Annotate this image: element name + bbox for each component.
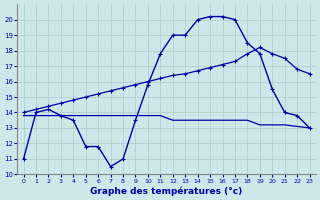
X-axis label: Graphe des températures (°c): Graphe des températures (°c) — [91, 186, 243, 196]
